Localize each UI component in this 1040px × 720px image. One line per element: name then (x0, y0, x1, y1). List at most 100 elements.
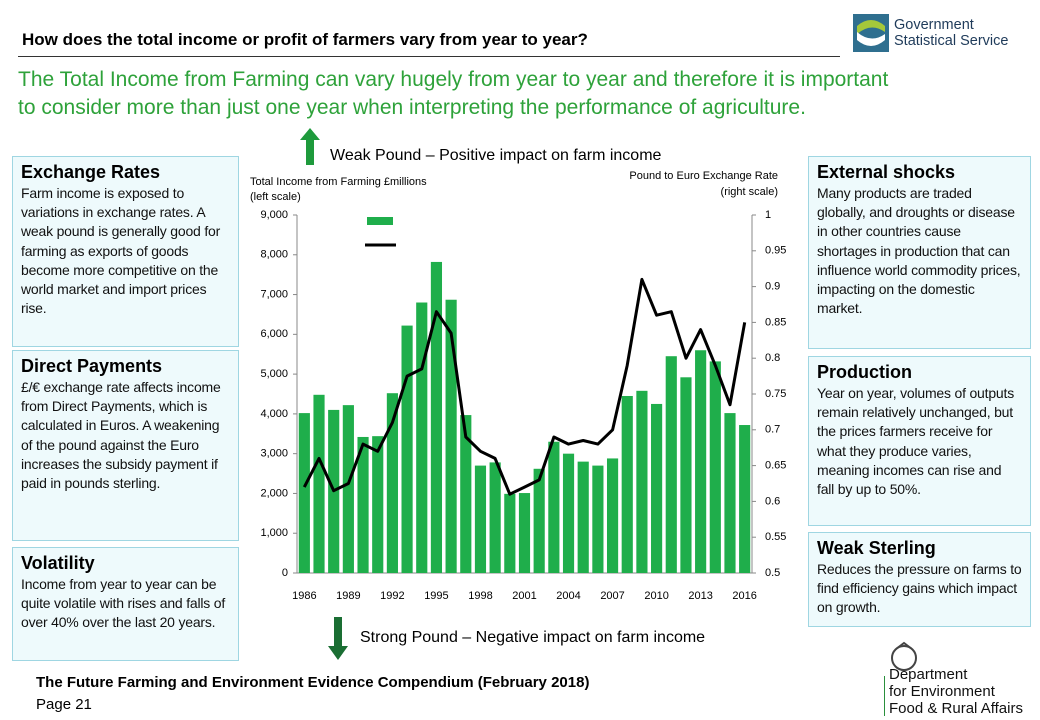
y2-tick-label: 0.55 (765, 531, 786, 543)
x-tick-label: 1989 (336, 590, 360, 602)
y2-tick-label: 0.7 (765, 424, 780, 436)
page-number: Page 21 (36, 696, 92, 713)
bar (298, 413, 310, 573)
info-box: Production Year on year, volumes of outpu… (808, 356, 1031, 526)
info-box: Direct Payments £/€ exchange rate affects… (12, 350, 239, 541)
up-arrow (300, 128, 320, 165)
bar (680, 377, 692, 573)
down-arrow (328, 617, 348, 660)
bar (401, 325, 413, 573)
bar (504, 493, 516, 573)
bar (606, 458, 619, 573)
bar (592, 465, 604, 573)
y2-tick-label: 0.9 (765, 281, 780, 293)
bar (445, 299, 457, 573)
bar (636, 390, 648, 573)
y2-tick-label: 0.8 (765, 352, 780, 364)
defra-text: Food & Rural Affairs (889, 700, 1023, 717)
info-box: Weak Sterling Reduces the pressure on far… (808, 532, 1031, 627)
info-box: Exchange Rates Farm income is exposed to … (12, 156, 239, 347)
bar (533, 468, 545, 573)
y2-axis-label: Pound to Euro Exchange Rate (629, 170, 778, 182)
x-tick-label: 2004 (556, 590, 580, 602)
rule (18, 56, 840, 57)
intro-line: The Total Income from Farming can vary h… (18, 68, 889, 91)
box-title: Production (817, 362, 912, 382)
x-tick-label: 1992 (380, 590, 404, 602)
y2-axis-label: (right scale) (721, 186, 778, 198)
y2-tick-label: 1 (765, 209, 771, 221)
y2-tick-label: 0.75 (765, 388, 786, 400)
bar (372, 436, 384, 573)
bar (621, 395, 633, 573)
y-tick-label: 3,000 (260, 448, 288, 460)
y-tick-label: 8,000 (260, 249, 288, 261)
info-box: Volatility Income from year to year can b… (12, 547, 239, 661)
intro-line: to consider more than just one year when… (18, 96, 806, 119)
bar (489, 462, 501, 573)
defra-rule (884, 676, 885, 716)
bar (386, 393, 398, 573)
y2-tick-label: 0.95 (765, 245, 786, 257)
x-tick-label: 2001 (512, 590, 536, 602)
x-tick-label: 1986 (292, 590, 316, 602)
box-title: External shocks (817, 162, 956, 182)
y-tick-label: 5,000 (260, 368, 288, 380)
y2-tick-label: 0.65 (765, 460, 786, 472)
y-axis-label: (left scale) (250, 191, 301, 203)
question: How does the total income or profit of f… (22, 30, 588, 49)
y-tick-label: 7,000 (260, 288, 288, 300)
y-tick-label: 0 (282, 567, 288, 579)
footer-title: The Future Farming and Environment Evide… (36, 674, 590, 691)
y-tick-label: 6,000 (260, 328, 288, 340)
bar (416, 302, 428, 573)
annotation: Weak Pound – Positive impact on farm inc… (330, 147, 662, 164)
bar (460, 415, 472, 573)
defra-text: Department (889, 666, 968, 683)
box-body: Farm income is exposed to variations in … (21, 185, 221, 317)
bar (739, 425, 751, 573)
x-tick-label: 1995 (424, 590, 448, 602)
x-tick-label: 1998 (468, 590, 492, 602)
bar (518, 493, 531, 573)
box-body: £/€ exchange rate affects income from Di… (21, 379, 221, 492)
y-axis-label: Total Income from Farming £millions (250, 176, 427, 188)
bar (474, 465, 487, 573)
box-body: Many products are traded globally, and d… (817, 185, 1021, 317)
y-tick-label: 4,000 (260, 408, 288, 420)
box-title: Direct Payments (21, 356, 163, 376)
box-title: Volatility (21, 553, 95, 573)
x-tick-label: 2013 (688, 590, 712, 602)
x-tick-label: 2007 (600, 590, 624, 602)
x-tick-label: 2016 (732, 590, 756, 602)
x-tick-label: 2010 (644, 590, 668, 602)
gss-logo-text: Government (894, 17, 974, 33)
bar (548, 441, 560, 573)
legend-swatch (367, 217, 393, 225)
y2-tick-label: 0.5 (765, 567, 780, 579)
info-box: External shocks Many products are traded … (808, 156, 1031, 349)
bar (724, 413, 736, 573)
gss-logo-text: Statistical Service (894, 33, 1009, 49)
box-title: Weak Sterling (817, 538, 936, 558)
y-tick-label: 9,000 (260, 209, 288, 221)
bar (651, 403, 663, 573)
bar (709, 361, 721, 573)
crest (891, 641, 917, 671)
bar (342, 405, 354, 573)
bar (430, 261, 443, 573)
line (302, 277, 747, 496)
y-tick-label: 1,000 (260, 527, 288, 539)
box-title: Exchange Rates (21, 162, 161, 182)
y2-tick-label: 0.6 (765, 495, 780, 507)
y-tick-label: 2,000 (260, 487, 288, 499)
box-body: Year on year, volumes of outputs remain … (817, 385, 1014, 498)
bar (562, 453, 575, 573)
defra-text: for Environment (889, 683, 995, 700)
bar (577, 461, 589, 573)
box-body: Reduces the pressure on farms to find ef… (817, 561, 1022, 616)
bar (357, 436, 369, 573)
gss-logo-mark (853, 14, 889, 52)
